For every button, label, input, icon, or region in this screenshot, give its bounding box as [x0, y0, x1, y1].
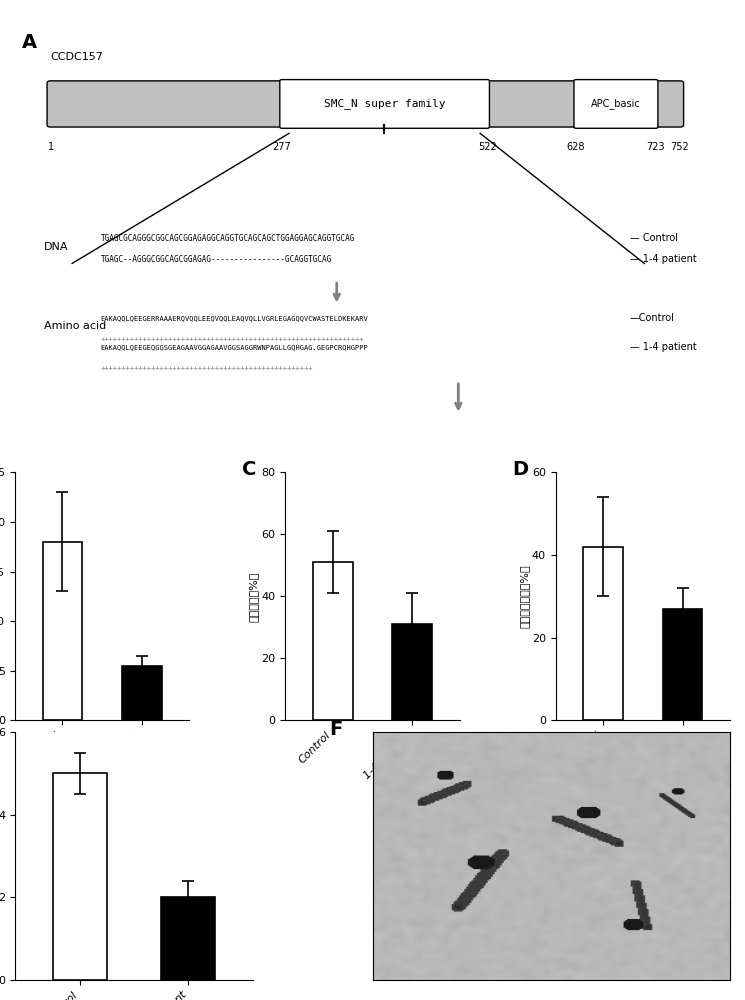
Text: 522: 522 [478, 142, 497, 152]
Text: 1: 1 [48, 142, 54, 152]
Bar [161, 897, 215, 980]
Text: EAKAQQLQEEGERRAAAERQVQQLEEQVQQLEAQVQLLVGRLEGAGQQVCWASTELDKEKARV: EAKAQQLQEEGERRAAAERQVQQLEEQVQQLEAQVQLLVG… [101, 315, 369, 321]
Text: SMC_N super family: SMC_N super family [324, 98, 446, 109]
Text: — Control: — Control [630, 233, 678, 243]
FancyBboxPatch shape [47, 81, 684, 127]
Text: 277: 277 [273, 142, 291, 152]
Text: Amino acid: Amino acid [43, 321, 106, 331]
Bar [393, 624, 432, 720]
Bar [53, 773, 107, 980]
Text: 723: 723 [647, 142, 665, 152]
Text: CCDC157: CCDC157 [51, 52, 104, 62]
Text: C: C [241, 460, 256, 479]
Text: 752: 752 [670, 142, 689, 152]
Y-axis label: 运动精子（%）: 运动精子（%） [249, 571, 259, 622]
Text: — 1-4 patient: — 1-4 patient [630, 254, 697, 264]
Text: F: F [329, 720, 343, 739]
Bar [122, 666, 162, 720]
Text: ++++++++++++++++++++++++++++++++++++++++++++++++++: ++++++++++++++++++++++++++++++++++++++++… [101, 365, 313, 371]
Text: D: D [512, 460, 528, 479]
Text: APC_basic: APC_basic [591, 98, 641, 109]
Text: — 1-4 patient: — 1-4 patient [630, 342, 697, 352]
Text: A: A [22, 33, 37, 52]
Text: ++++++++++++++++++++++++++++++++++++++++++++++++++++++++++++++: ++++++++++++++++++++++++++++++++++++++++… [101, 336, 364, 342]
Bar [42, 542, 82, 720]
Y-axis label: 前向运动精子（%）: 前向运动精子（%） [519, 565, 529, 628]
Text: TGAGCGCAGGGCGGCAGCGGAGAGGCAGGTGCAGCAGCTGGAGGAGCAGGTGCAG: TGAGCGCAGGGCGGCAGCGGAGAGGCAGGTGCAGCAGCTG… [101, 234, 355, 243]
Text: —Control: —Control [630, 313, 675, 323]
FancyBboxPatch shape [280, 80, 489, 128]
Text: DNA: DNA [43, 242, 68, 252]
Bar [663, 609, 703, 720]
Text: TGAGC--AGGGCGGCAGCGGAGAG----------------GCAGGTGCAG: TGAGC--AGGGCGGCAGCGGAGAG----------------… [101, 255, 332, 264]
Bar [313, 562, 352, 720]
FancyBboxPatch shape [574, 80, 658, 128]
Text: EAKAQQLQEEGEQGGSGEAGAAVGGAGAAVGGSAGGRWNPAGLLGQHGAG.GEGPCRQHGPPP: EAKAQQLQEEGEQGGSGEAGAAVGGAGAAVGGSAGGRWNP… [101, 344, 369, 350]
Text: 628: 628 [567, 142, 586, 152]
Bar [583, 547, 623, 720]
